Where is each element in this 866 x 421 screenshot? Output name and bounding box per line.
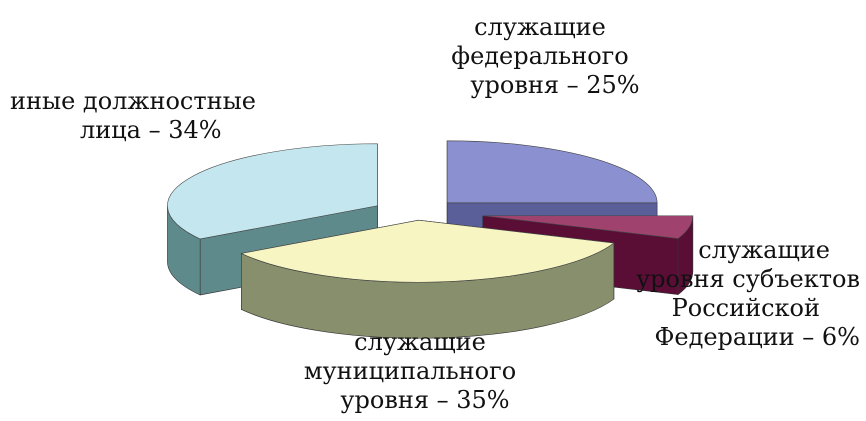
label-municipal-line-2: муниципального bbox=[303, 357, 517, 385]
label-federal-line-2: федерального bbox=[451, 42, 629, 70]
label-regional-line-3: Российской bbox=[671, 294, 820, 322]
label-municipal-line-1: служащие bbox=[354, 328, 486, 356]
label-regional-line-2: уровня субъектов bbox=[636, 265, 860, 293]
label-federal: служащие федерального уровня – 25% bbox=[440, 13, 640, 100]
slice-municipal bbox=[240, 219, 615, 339]
label-regional-line-4: Федерации – 6% bbox=[654, 323, 860, 351]
slice-municipal-top bbox=[240, 219, 615, 283]
label-other-line-2: лица – 34% bbox=[80, 116, 222, 144]
slice-federal-top bbox=[446, 140, 658, 204]
slice-other-top bbox=[167, 143, 378, 240]
label-municipal-line-3: уровня – 35% bbox=[340, 386, 510, 414]
label-regional: служащие уровня субъектов Российской Фед… bbox=[620, 236, 860, 352]
label-municipal: служащие муниципального уровня – 35% bbox=[290, 328, 530, 415]
slice-regional-top bbox=[482, 215, 694, 239]
label-other-line-1: иные должностные bbox=[10, 87, 256, 115]
label-other: иные должностные лица – 34% bbox=[10, 87, 270, 145]
label-regional-line-1: служащие bbox=[698, 236, 830, 264]
label-federal-line-3: уровня – 25% bbox=[470, 71, 640, 99]
label-federal-line-1: служащие bbox=[474, 13, 606, 41]
